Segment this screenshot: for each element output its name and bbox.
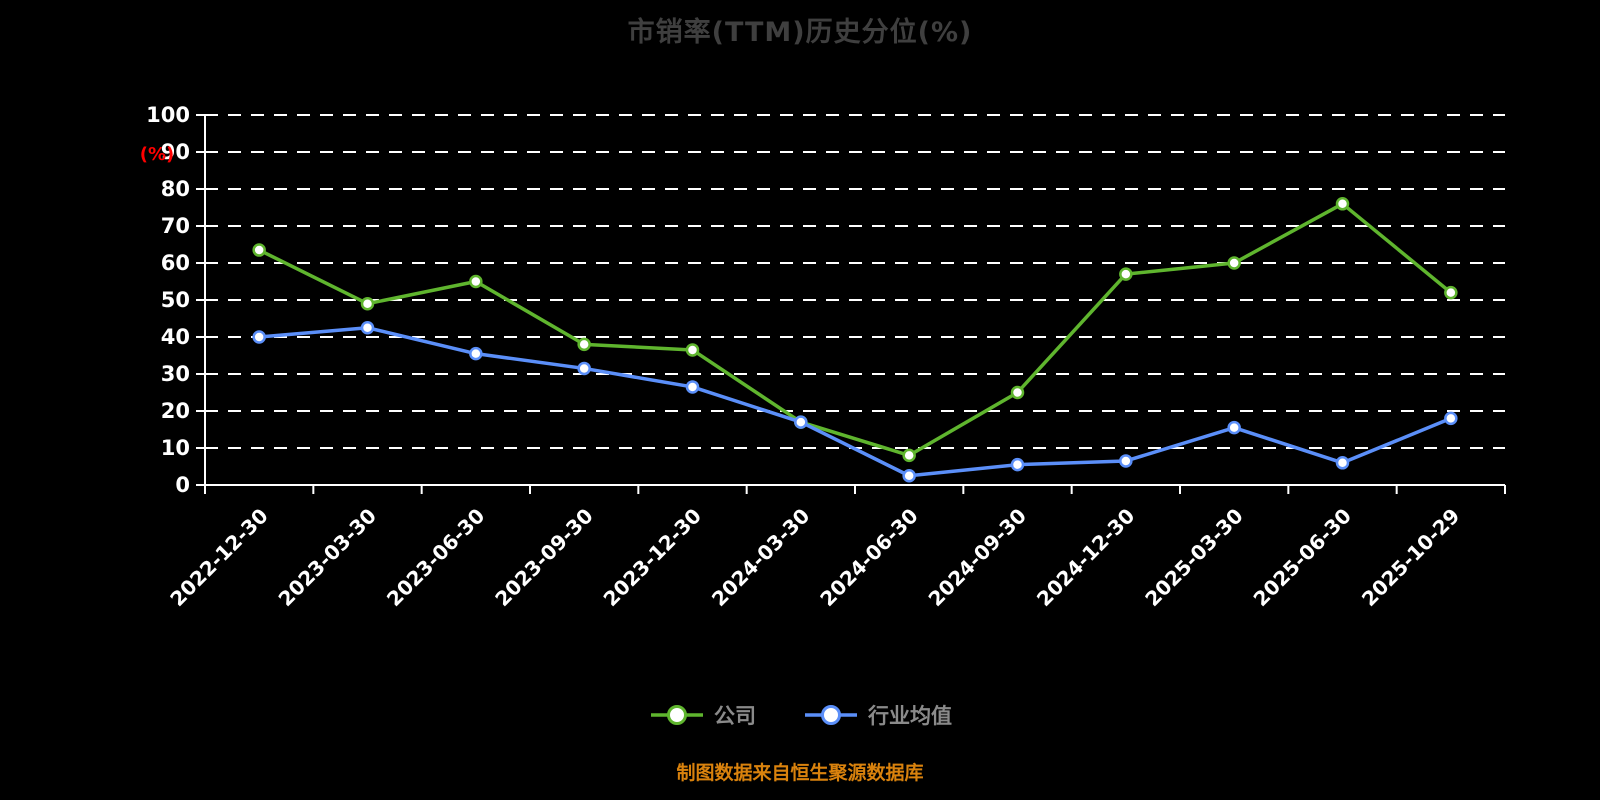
data-point bbox=[360, 296, 375, 311]
data-point bbox=[902, 448, 916, 463]
data-point bbox=[1227, 420, 1241, 435]
x-tick-label: 2025-06-30 bbox=[1249, 504, 1356, 611]
legend-label: 行业均值 bbox=[868, 704, 952, 728]
x-tick-label: 2024-12-30 bbox=[1032, 504, 1139, 611]
legend-item-0[interactable]: 公司 bbox=[648, 700, 756, 730]
legend-marker-icon bbox=[805, 705, 857, 725]
data-point bbox=[902, 469, 916, 483]
y-tick-label: 20 bbox=[161, 399, 190, 423]
chart-title: 市销率(TTM)历史分位(%) bbox=[627, 17, 973, 48]
x-tick-label: 2023-03-30 bbox=[274, 504, 381, 611]
legend-item-1[interactable]: 行业均值 bbox=[802, 700, 952, 730]
x-tick-label: 2022-12-30 bbox=[165, 504, 272, 611]
data-point bbox=[469, 274, 483, 289]
series-line-0 bbox=[257, 202, 1453, 458]
x-tick-label: 2024-03-30 bbox=[707, 504, 814, 611]
legend-label: 公司 bbox=[714, 704, 756, 728]
y-tick-label: 60 bbox=[161, 251, 190, 275]
data-point bbox=[1335, 197, 1350, 211]
x-tick-label: 2024-06-30 bbox=[815, 504, 922, 611]
y-axis-unit-label: (%) bbox=[140, 144, 175, 165]
y-tick-label: 80 bbox=[161, 177, 190, 201]
y-tick-label: 40 bbox=[161, 325, 190, 349]
y-tick-label: 70 bbox=[161, 214, 190, 238]
y-tick-label: 10 bbox=[161, 436, 190, 460]
data-point bbox=[252, 330, 266, 344]
data-point bbox=[1444, 411, 1458, 426]
x-tick-label: 2024-09-30 bbox=[924, 504, 1031, 611]
data-point bbox=[1119, 267, 1133, 281]
legend-marker-icon bbox=[651, 705, 703, 725]
data-point bbox=[1119, 454, 1133, 468]
source-note: 制图数据来自恒生聚源数据库 bbox=[676, 762, 924, 784]
data-point bbox=[469, 346, 483, 361]
data-point bbox=[1444, 285, 1458, 300]
x-tick-label: 2025-10-29 bbox=[1357, 504, 1464, 611]
y-tick-label: 30 bbox=[161, 362, 190, 386]
data-point bbox=[1335, 456, 1350, 470]
data-point bbox=[1227, 256, 1241, 270]
x-tick-label: 2023-06-30 bbox=[382, 504, 489, 611]
x-tick-label: 2023-12-30 bbox=[599, 504, 706, 611]
x-tick-label: 2025-03-30 bbox=[1140, 504, 1247, 611]
data-point bbox=[252, 243, 266, 257]
data-point bbox=[685, 380, 700, 394]
y-tick-label: 0 bbox=[175, 473, 190, 497]
series-line-1 bbox=[257, 326, 1453, 478]
data-point bbox=[1010, 457, 1025, 472]
data-point bbox=[685, 343, 700, 357]
data-point bbox=[794, 415, 808, 429]
y-tick-label: 90 bbox=[161, 140, 190, 164]
chart-legend: 公司 行业均值 bbox=[0, 700, 1600, 730]
data-point bbox=[1010, 385, 1025, 400]
data-point bbox=[360, 321, 375, 335]
x-tick-label: 2023-09-30 bbox=[490, 504, 597, 611]
data-point bbox=[577, 361, 591, 376]
data-point bbox=[577, 337, 591, 352]
y-tick-label: 50 bbox=[161, 288, 190, 312]
y-tick-label: 100 bbox=[146, 103, 190, 127]
